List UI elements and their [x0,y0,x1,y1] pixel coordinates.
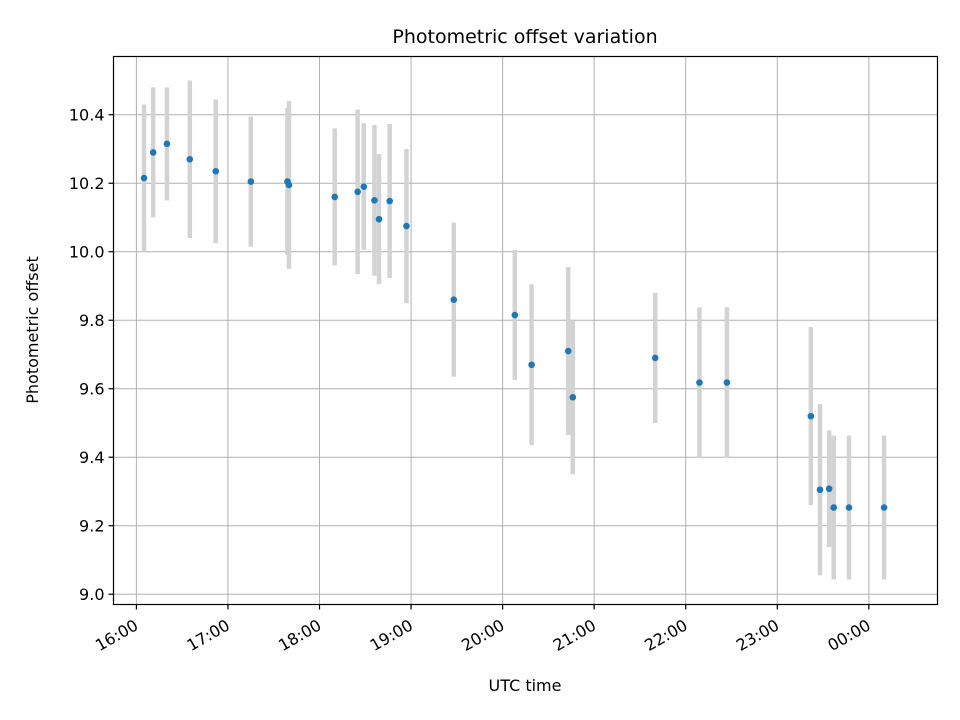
grid-layer [113,56,938,605]
data-point [386,197,393,205]
data-point [371,197,378,204]
y-tick-label: 10.4 [69,106,105,125]
x-axis-title: UTC time [489,676,562,695]
data-point [511,311,519,319]
data-point [569,393,577,401]
data-point [375,215,383,223]
data-point [880,504,888,511]
data-point [807,412,815,420]
y-tick-label: 9.8 [79,311,104,330]
data-point [403,222,410,230]
data-point [186,155,194,163]
data-point [723,379,731,386]
data-point [285,181,293,189]
data-point [564,347,572,355]
y-axis-ticks: 9.0 9.2 9.4 9.6 9.8 10.0 10.2 10.4 [69,106,114,604]
data-point [450,296,458,303]
data-point [140,174,148,182]
data-point [696,379,703,386]
y-tick-label: 9.2 [79,517,104,536]
data-point [149,149,157,156]
y-tick-label: 10.0 [69,243,105,262]
y-axis-title: Photometric offset [23,256,42,404]
data-point [845,504,853,511]
data-point [331,193,339,201]
data-point [816,486,824,494]
data-point [360,183,368,190]
data-point [354,188,361,196]
plot-frame [112,55,939,606]
data-point [247,178,255,185]
chart-title: Photometric offset variation [392,26,657,48]
y-tick-label: 9.6 [79,380,104,399]
data-point [528,361,535,369]
y-tick-label: 9.0 [79,585,104,604]
data-point [825,485,833,493]
data-point [163,140,171,148]
point-layer [140,140,888,511]
data-point [651,354,659,362]
data-point [212,167,220,175]
y-tick-label: 10.2 [69,174,105,193]
y-tick-label: 9.4 [79,448,104,467]
data-point [830,504,838,511]
